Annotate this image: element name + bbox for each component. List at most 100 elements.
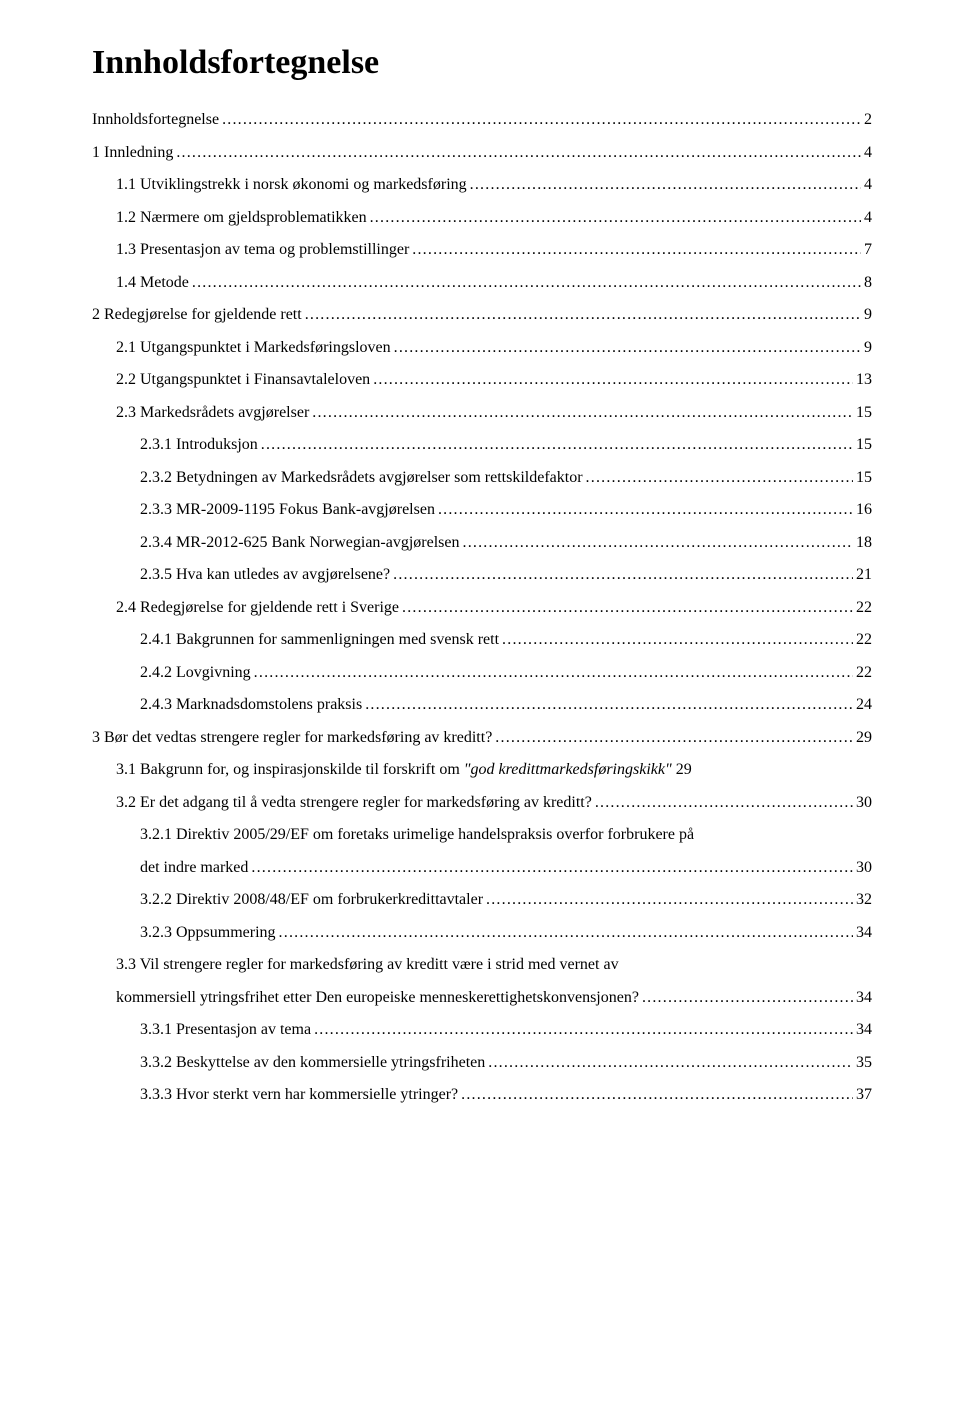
toc-leader-dots (595, 791, 853, 815)
toc-leader-dots (412, 238, 861, 262)
toc-label: 1.1 Utviklingstrekk i norsk økonomi og m… (116, 173, 467, 197)
toc-entry-continuation: det indre marked 30 (92, 856, 872, 880)
toc-entry: 3.2.2 Direktiv 2008/48/EF om forbrukerkr… (92, 888, 872, 912)
toc-label: 2.1 Utgangspunktet i Markedsføringsloven (116, 336, 391, 360)
toc-page-number: 22 (856, 596, 872, 620)
toc-entry: 2.2 Utgangspunktet i Finansavtaleloven 13 (92, 368, 872, 392)
toc-leader-dots (394, 336, 861, 360)
toc-entry-continuation: kommersiell ytringsfrihet etter Den euro… (92, 986, 872, 1010)
toc-page-number: 4 (864, 141, 872, 165)
toc-entry: 3.3.2 Beskyttelse av den kommersielle yt… (92, 1051, 872, 1075)
toc-leader-dots (192, 271, 861, 295)
toc-page-number: 15 (856, 466, 872, 490)
toc-leader-dots (314, 1018, 853, 1042)
toc-label: 1.3 Presentasjon av tema og problemstill… (116, 238, 409, 262)
table-of-contents: Innholdsfortegnelse 2 1 Innledning 4 1.1 Utv… (92, 108, 872, 1107)
toc-entry: 3 Bør det vedtas strengere regler for ma… (92, 726, 872, 750)
toc-label: 1.2 Nærmere om gjeldsproblematikken (116, 206, 367, 230)
toc-page-number: 4 (864, 173, 872, 197)
toc-leader-dots (463, 531, 854, 555)
toc-entry: 3.2.1 Direktiv 2005/29/EF om foretaks ur… (92, 823, 872, 847)
toc-label: 3.3.2 Beskyttelse av den kommersielle yt… (140, 1051, 485, 1075)
toc-page-number: 37 (856, 1083, 872, 1107)
toc-label: 2.2 Utgangspunktet i Finansavtaleloven (116, 368, 370, 392)
toc-label: 2.4.3 Marknadsdomstolens praksis (140, 693, 362, 717)
toc-entry: 3.2.3 Oppsummering34 (92, 921, 872, 945)
toc-entry: 1.2 Nærmere om gjeldsproblematikken4 (92, 206, 872, 230)
toc-leader-dots (486, 888, 853, 912)
toc-label: 3.2.2 Direktiv 2008/48/EF om forbrukerkr… (140, 888, 483, 912)
toc-page-number: 15 (856, 401, 872, 425)
toc-entry: 1.3 Presentasjon av tema og problemstill… (92, 238, 872, 262)
toc-label: 3.1 Bakgrunn for, og inspirasjonskilde t… (116, 758, 672, 782)
toc-label: 3.3.3 Hvor sterkt vern har kommersielle … (140, 1083, 458, 1107)
toc-label: 2.3.2 Betydningen av Markedsrådets avgjø… (140, 466, 583, 490)
toc-entry: 2.4.1 Bakgrunnen for sammenligningen med… (92, 628, 872, 652)
toc-entry: 2.3.1 Introduksjon 15 (92, 433, 872, 457)
toc-entry: 3.3.1 Presentasjon av tema34 (92, 1018, 872, 1042)
toc-label: 2.4.1 Bakgrunnen for sammenligningen med… (140, 628, 499, 652)
toc-entry: 3.1 Bakgrunn for, og inspirasjonskilde t… (92, 758, 872, 782)
toc-label: kommersiell ytringsfrihet etter Den euro… (116, 986, 639, 1010)
toc-label: 2.3.3 MR-2009-1195 Fokus Bank-avgjørelse… (140, 498, 435, 522)
toc-label: 3 Bør det vedtas strengere regler for ma… (92, 726, 492, 750)
toc-page-number: 30 (856, 856, 872, 880)
toc-page-number: 9 (864, 336, 872, 360)
toc-page-number: 34 (856, 986, 872, 1010)
toc-leader-dots (373, 368, 853, 392)
toc-entry: 3.3.3 Hvor sterkt vern har kommersielle … (92, 1083, 872, 1107)
toc-page-number: 2 (864, 108, 872, 132)
toc-page-number: 29 (676, 758, 692, 782)
toc-leader-dots (461, 1083, 853, 1107)
toc-label: Innholdsfortegnelse (92, 108, 219, 132)
toc-entry: 2.3.2 Betydningen av Markedsrådets avgjø… (92, 466, 872, 490)
toc-leader-dots (370, 206, 861, 230)
toc-leader-dots (502, 628, 853, 652)
toc-entry: 2.4 Redegjørelse for gjeldende rett i Sv… (92, 596, 872, 620)
toc-leader-dots (312, 401, 853, 425)
toc-leader-dots (176, 141, 861, 165)
toc-page-number: 30 (856, 791, 872, 815)
toc-page-number: 18 (856, 531, 872, 555)
toc-leader-dots (642, 986, 853, 1010)
toc-page-number: 24 (856, 693, 872, 717)
toc-leader-dots (251, 856, 853, 880)
page-title: Innholdsfortegnelse (92, 44, 872, 82)
toc-page-number: 29 (856, 726, 872, 750)
toc-entry: 1 Innledning 4 (92, 141, 872, 165)
toc-entry: 2.3.3 MR-2009-1195 Fokus Bank-avgjørelse… (92, 498, 872, 522)
toc-leader-dots (438, 498, 853, 522)
toc-entry: 2.4.2 Lovgivning 22 (92, 661, 872, 685)
toc-entry: 2.4.3 Marknadsdomstolens praksis 24 (92, 693, 872, 717)
toc-entry: 2 Redegjørelse for gjeldende rett9 (92, 303, 872, 327)
toc-label: 3.2.1 Direktiv 2005/29/EF om foretaks ur… (140, 823, 694, 847)
toc-leader-dots (254, 661, 853, 685)
toc-leader-dots (586, 466, 853, 490)
toc-entry: 1.4 Metode8 (92, 271, 872, 295)
toc-leader-dots (488, 1051, 853, 1075)
toc-label: 3.3 Vil strengere regler for markedsføri… (116, 953, 619, 977)
toc-label: 3.2 Er det adgang til å vedta strengere … (116, 791, 592, 815)
toc-label: 2.3.5 Hva kan utledes av avgjørelsene? (140, 563, 390, 587)
toc-leader-dots (261, 433, 853, 457)
toc-page-number: 13 (856, 368, 872, 392)
toc-label: 2.3 Markedsrådets avgjørelser (116, 401, 309, 425)
toc-page-number: 16 (856, 498, 872, 522)
toc-label: 3.2.3 Oppsummering (140, 921, 276, 945)
toc-label: 3.3.1 Presentasjon av tema (140, 1018, 311, 1042)
toc-page-number: 9 (864, 303, 872, 327)
toc-page-number: 22 (856, 661, 872, 685)
toc-label: 2.4.2 Lovgivning (140, 661, 251, 685)
toc-page-number: 15 (856, 433, 872, 457)
toc-label: 2.3.1 Introduksjon (140, 433, 258, 457)
toc-entry: 1.1 Utviklingstrekk i norsk økonomi og m… (92, 173, 872, 197)
toc-leader-dots (279, 921, 853, 945)
toc-entry: 2.3.4 MR-2012-625 Bank Norwegian-avgjøre… (92, 531, 872, 555)
toc-label: det indre marked (140, 856, 248, 880)
toc-label: 1.4 Metode (116, 271, 189, 295)
toc-leader-dots (470, 173, 861, 197)
toc-label: 1 Innledning (92, 141, 173, 165)
toc-leader-dots (495, 726, 853, 750)
toc-page-number: 21 (856, 563, 872, 587)
toc-leader-dots (305, 303, 861, 327)
